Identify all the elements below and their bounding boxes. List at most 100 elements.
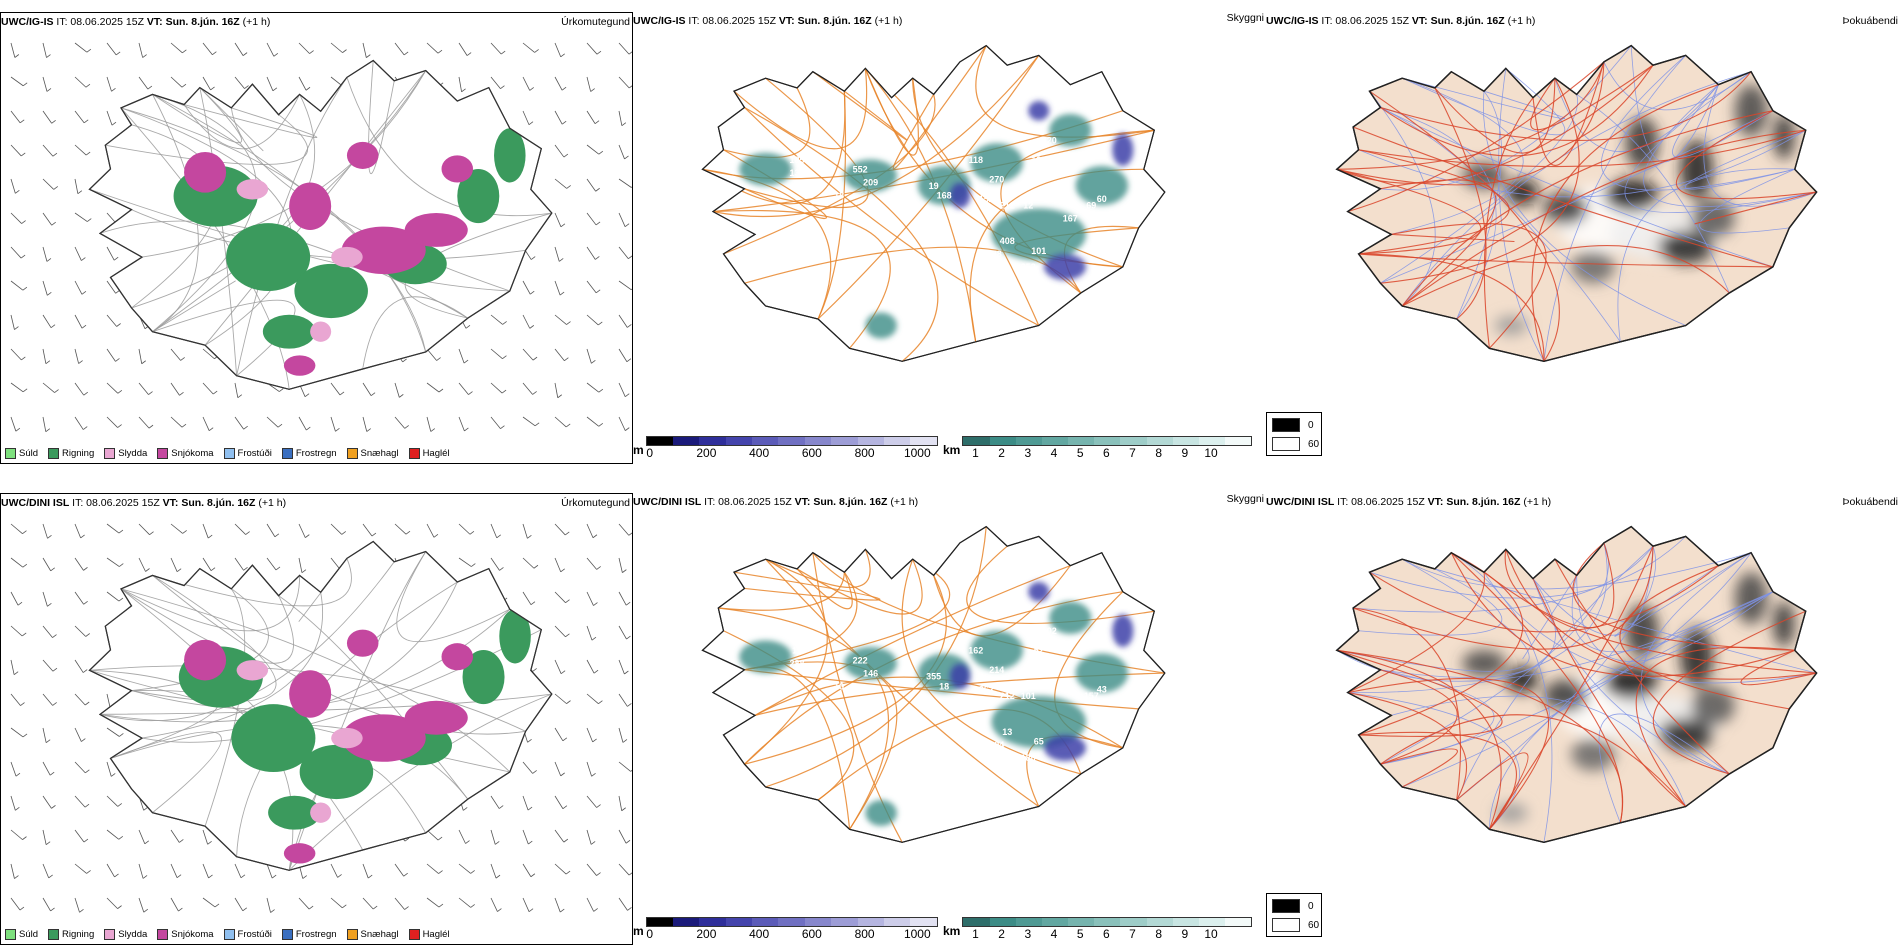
- model-source: UWC/IG-IS: [633, 15, 686, 27]
- visibility-map-row1: UWC/IG-IS IT: 08.06.2025 15Z VT: Sun. 8.…: [633, 12, 1266, 464]
- fog-legend-value: 0: [1308, 900, 1314, 912]
- cloud-base-label: 162: [968, 646, 983, 656]
- cloud-base-label: 69: [1086, 200, 1096, 210]
- cloud-base-label: 101: [1021, 691, 1036, 701]
- colorbar-swatch: [1015, 918, 1042, 926]
- precip-legend-label: Frostúði: [237, 929, 272, 940]
- cloud-base-label: 288: [790, 659, 805, 669]
- precip-legend-swatch: [104, 448, 116, 459]
- precip-legend-label: Súld: [19, 448, 39, 459]
- model-source: UWC/DINI ISL: [1, 497, 70, 509]
- colorbar-swatch: [752, 437, 779, 445]
- precip-legend-swatch: [223, 448, 235, 459]
- cloud-base-label: 167: [1063, 213, 1078, 223]
- colorbar-swatch: [1094, 918, 1121, 926]
- colorbar-tick: 400: [749, 446, 770, 460]
- colorbar-tick: 1000: [903, 927, 931, 941]
- colorbar-swatch: [646, 437, 674, 445]
- colorbar-tick: 10: [1204, 927, 1218, 941]
- panel-header: UWC/IG-IS IT: 08.06.2025 15Z VT: Sun. 8.…: [633, 12, 1266, 30]
- cloud-base-label: 88: [992, 249, 1002, 259]
- precip-legend-item: Frostúði: [223, 448, 272, 459]
- colorbar-tick: 9: [1181, 927, 1189, 941]
- precip-legend-label: Frostúði: [237, 448, 272, 459]
- precip-legend-item: Slydda: [104, 448, 147, 459]
- cloud-base-label: 214: [989, 665, 1004, 675]
- panel-title: Skyggni: [1226, 12, 1264, 24]
- colorbar-swatch: [1120, 918, 1147, 926]
- colorbar-tick: 800: [854, 927, 875, 941]
- valid-time: VT: Sun. 8.jún. 16Z: [1427, 496, 1521, 508]
- valid-time: VT: Sun. 8.jún. 16Z: [146, 16, 240, 28]
- precip-legend-swatch: [281, 448, 293, 459]
- precip-legend-item: Súld: [5, 929, 38, 940]
- panel-title: Skyggni: [1226, 493, 1264, 505]
- cloud-base-label: 146: [863, 668, 878, 678]
- issue-time: IT: 08.06.2025 15Z: [72, 497, 160, 509]
- precip-legend-swatch: [48, 929, 60, 940]
- precip-legend-label: Súld: [19, 929, 39, 940]
- lead-time: (+1 h): [874, 15, 903, 27]
- colorbar-swatch: [910, 437, 937, 445]
- colorbar-tick: 8: [1155, 446, 1163, 460]
- colorbar-tick: 1000: [903, 446, 931, 460]
- colorbar-swatch: [804, 918, 832, 926]
- ceiling-colorbar: m 0 200 400 600 800 1000: [633, 436, 938, 460]
- cloud-base-label: 18: [834, 191, 844, 201]
- model-source: UWC/IG-IS: [1266, 15, 1319, 27]
- precip-legend-item: Snæhagl: [346, 448, 399, 459]
- precip-legend-swatch: [48, 448, 60, 459]
- ceiling-unit: m: [633, 443, 644, 457]
- cloud-base-label: 185: [790, 155, 805, 165]
- colorbar-tick: 600: [801, 446, 822, 460]
- cloud-base-label: 194: [989, 740, 1004, 750]
- colorbar-swatch: [1225, 918, 1252, 926]
- colorbar-tick: 6: [1103, 927, 1110, 941]
- issue-time: IT: 08.06.2025 15Z: [1321, 15, 1409, 27]
- lead-time: (+1 h): [242, 16, 271, 28]
- fog-legend-value: 0: [1308, 419, 1314, 431]
- cloud-base-label: 352: [1021, 262, 1036, 272]
- cloud-base-label: 43: [1044, 655, 1054, 665]
- colorbar-swatch: [1198, 437, 1226, 445]
- colorbar-swatch: [857, 437, 884, 445]
- colorbar-swatch: [673, 918, 700, 926]
- cloud-base-label: 408: [1000, 236, 1015, 246]
- panel-title: Úrkomutegund: [561, 497, 630, 509]
- panel-header: UWC/DINI ISL IT: 08.06.2025 15Z VT: Sun.…: [1266, 493, 1900, 511]
- visibility-colorbar: km 1 2 3 4 5 6 7 8 9 10: [943, 436, 1253, 460]
- colorbar-swatch: [725, 437, 753, 445]
- fog-map-canvas: [1335, 44, 1818, 363]
- colorbar-swatch: [963, 437, 990, 445]
- cloud-base-label: 212: [1000, 691, 1015, 701]
- colorbar-swatch: [1225, 437, 1252, 445]
- precip-legend-label: Snæhagl: [360, 929, 399, 940]
- cloud-base-label: 222: [853, 655, 868, 665]
- visibility-colorbar: km 1 2 3 4 5 6 7 8 9 10: [943, 917, 1253, 941]
- colorbar-tick: 5: [1076, 927, 1084, 941]
- precip-legend-label: Rigning: [62, 929, 95, 940]
- cloud-base-label: 118: [968, 155, 983, 165]
- precip-legend-item: Snjókoma: [157, 929, 214, 940]
- panel-header: UWC/DINI ISL IT: 08.06.2025 15Z VT: Sun.…: [1, 494, 632, 512]
- cloud-base-label: 420: [1042, 135, 1057, 145]
- colorbar-tick: 200: [696, 927, 717, 941]
- cloud-base-label: 10: [834, 681, 844, 691]
- panel-header: UWC/IG-IS IT: 08.06.2025 15Z VT: Sun. 8.…: [1266, 12, 1900, 30]
- colorbar-tick: 7: [1129, 446, 1136, 460]
- colorbar-swatch: [831, 918, 858, 926]
- cloud-base-label: 152: [979, 194, 994, 204]
- colorbar-tick: 3: [1024, 927, 1032, 941]
- cloud-base-label: 212: [1000, 200, 1015, 210]
- precip-legend-item: Frostregn: [281, 929, 337, 940]
- colorbar-swatch: [857, 918, 884, 926]
- colorbar-swatch: [1172, 437, 1199, 445]
- valid-time: VT: Sun. 8.jún. 16Z: [794, 496, 888, 508]
- precip-legend-swatch: [157, 448, 169, 459]
- cloud-base-label: 43: [1097, 685, 1107, 695]
- precip-legend-label: Haglél: [422, 929, 450, 940]
- colorbar-tick: 8: [1155, 927, 1163, 941]
- lead-time: (+1 h): [258, 497, 287, 509]
